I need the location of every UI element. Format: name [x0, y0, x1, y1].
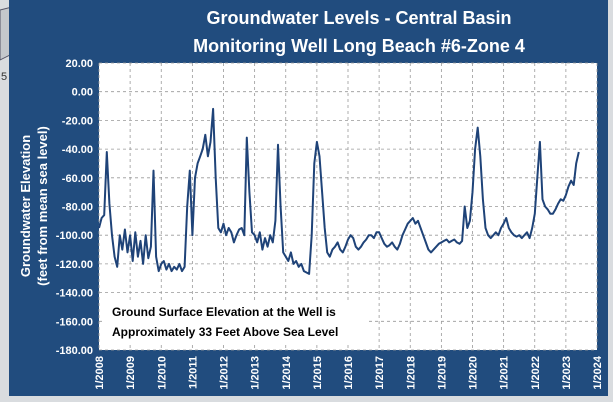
x-tick-label: 1/2009 [125, 356, 137, 390]
chart-title: Groundwater Levels - Central Basin [206, 8, 511, 28]
series-line [98, 107, 580, 275]
x-tick-label: 1/2018 [405, 356, 417, 390]
y-tick-label: -120.00 [56, 259, 93, 271]
x-tick-label: 1/2016 [343, 356, 355, 390]
annotation-box [104, 300, 366, 344]
y-tick-label: -60.00 [62, 173, 93, 185]
y-tick-label: -40.00 [62, 144, 93, 156]
y-tick-label: -180.00 [56, 345, 93, 357]
y-axis-title: (feet from mean sea level) [35, 126, 50, 286]
y-tick-label: 0.00 [72, 87, 93, 99]
annotation: Approximately 33 Feet Above Sea Level [112, 325, 338, 339]
y-axis-title: Groundwater Elevation [18, 135, 33, 277]
y-tick-label: -20.00 [62, 115, 93, 127]
x-tick-label: 1/2021 [499, 356, 511, 390]
x-tick-label: 1/2011 [187, 356, 199, 389]
x-tick-label: 1/2023 [561, 356, 573, 390]
annotation: Ground Surface Elevation at the Well is [112, 305, 336, 319]
y-tick-label: 20.00 [65, 58, 93, 70]
background-fragment: 5 [1, 71, 7, 83]
x-tick-label: 1/2024 [592, 355, 604, 390]
x-tick-label: 1/2010 [156, 356, 168, 390]
y-tick-label: -100.00 [56, 230, 93, 242]
x-tick-label: 1/2017 [374, 356, 386, 390]
x-tick-label: 1/2020 [468, 356, 480, 390]
chart-title: Monitoring Well Long Beach #6-Zone 4 [193, 36, 525, 56]
x-tick-label: 1/2013 [250, 356, 262, 390]
y-tick-label: -140.00 [56, 288, 93, 300]
x-tick-label: 1/2022 [530, 356, 542, 390]
x-tick-label: 1/2014 [281, 355, 293, 390]
x-tick-label: 1/2019 [436, 356, 448, 390]
x-tick-label: 1/2012 [219, 356, 231, 390]
y-tick-label: -160.00 [56, 316, 93, 328]
x-tick-label: 1/2015 [312, 356, 324, 390]
y-tick-label: -80.00 [62, 202, 93, 214]
x-tick-label: 1/2008 [94, 356, 106, 390]
